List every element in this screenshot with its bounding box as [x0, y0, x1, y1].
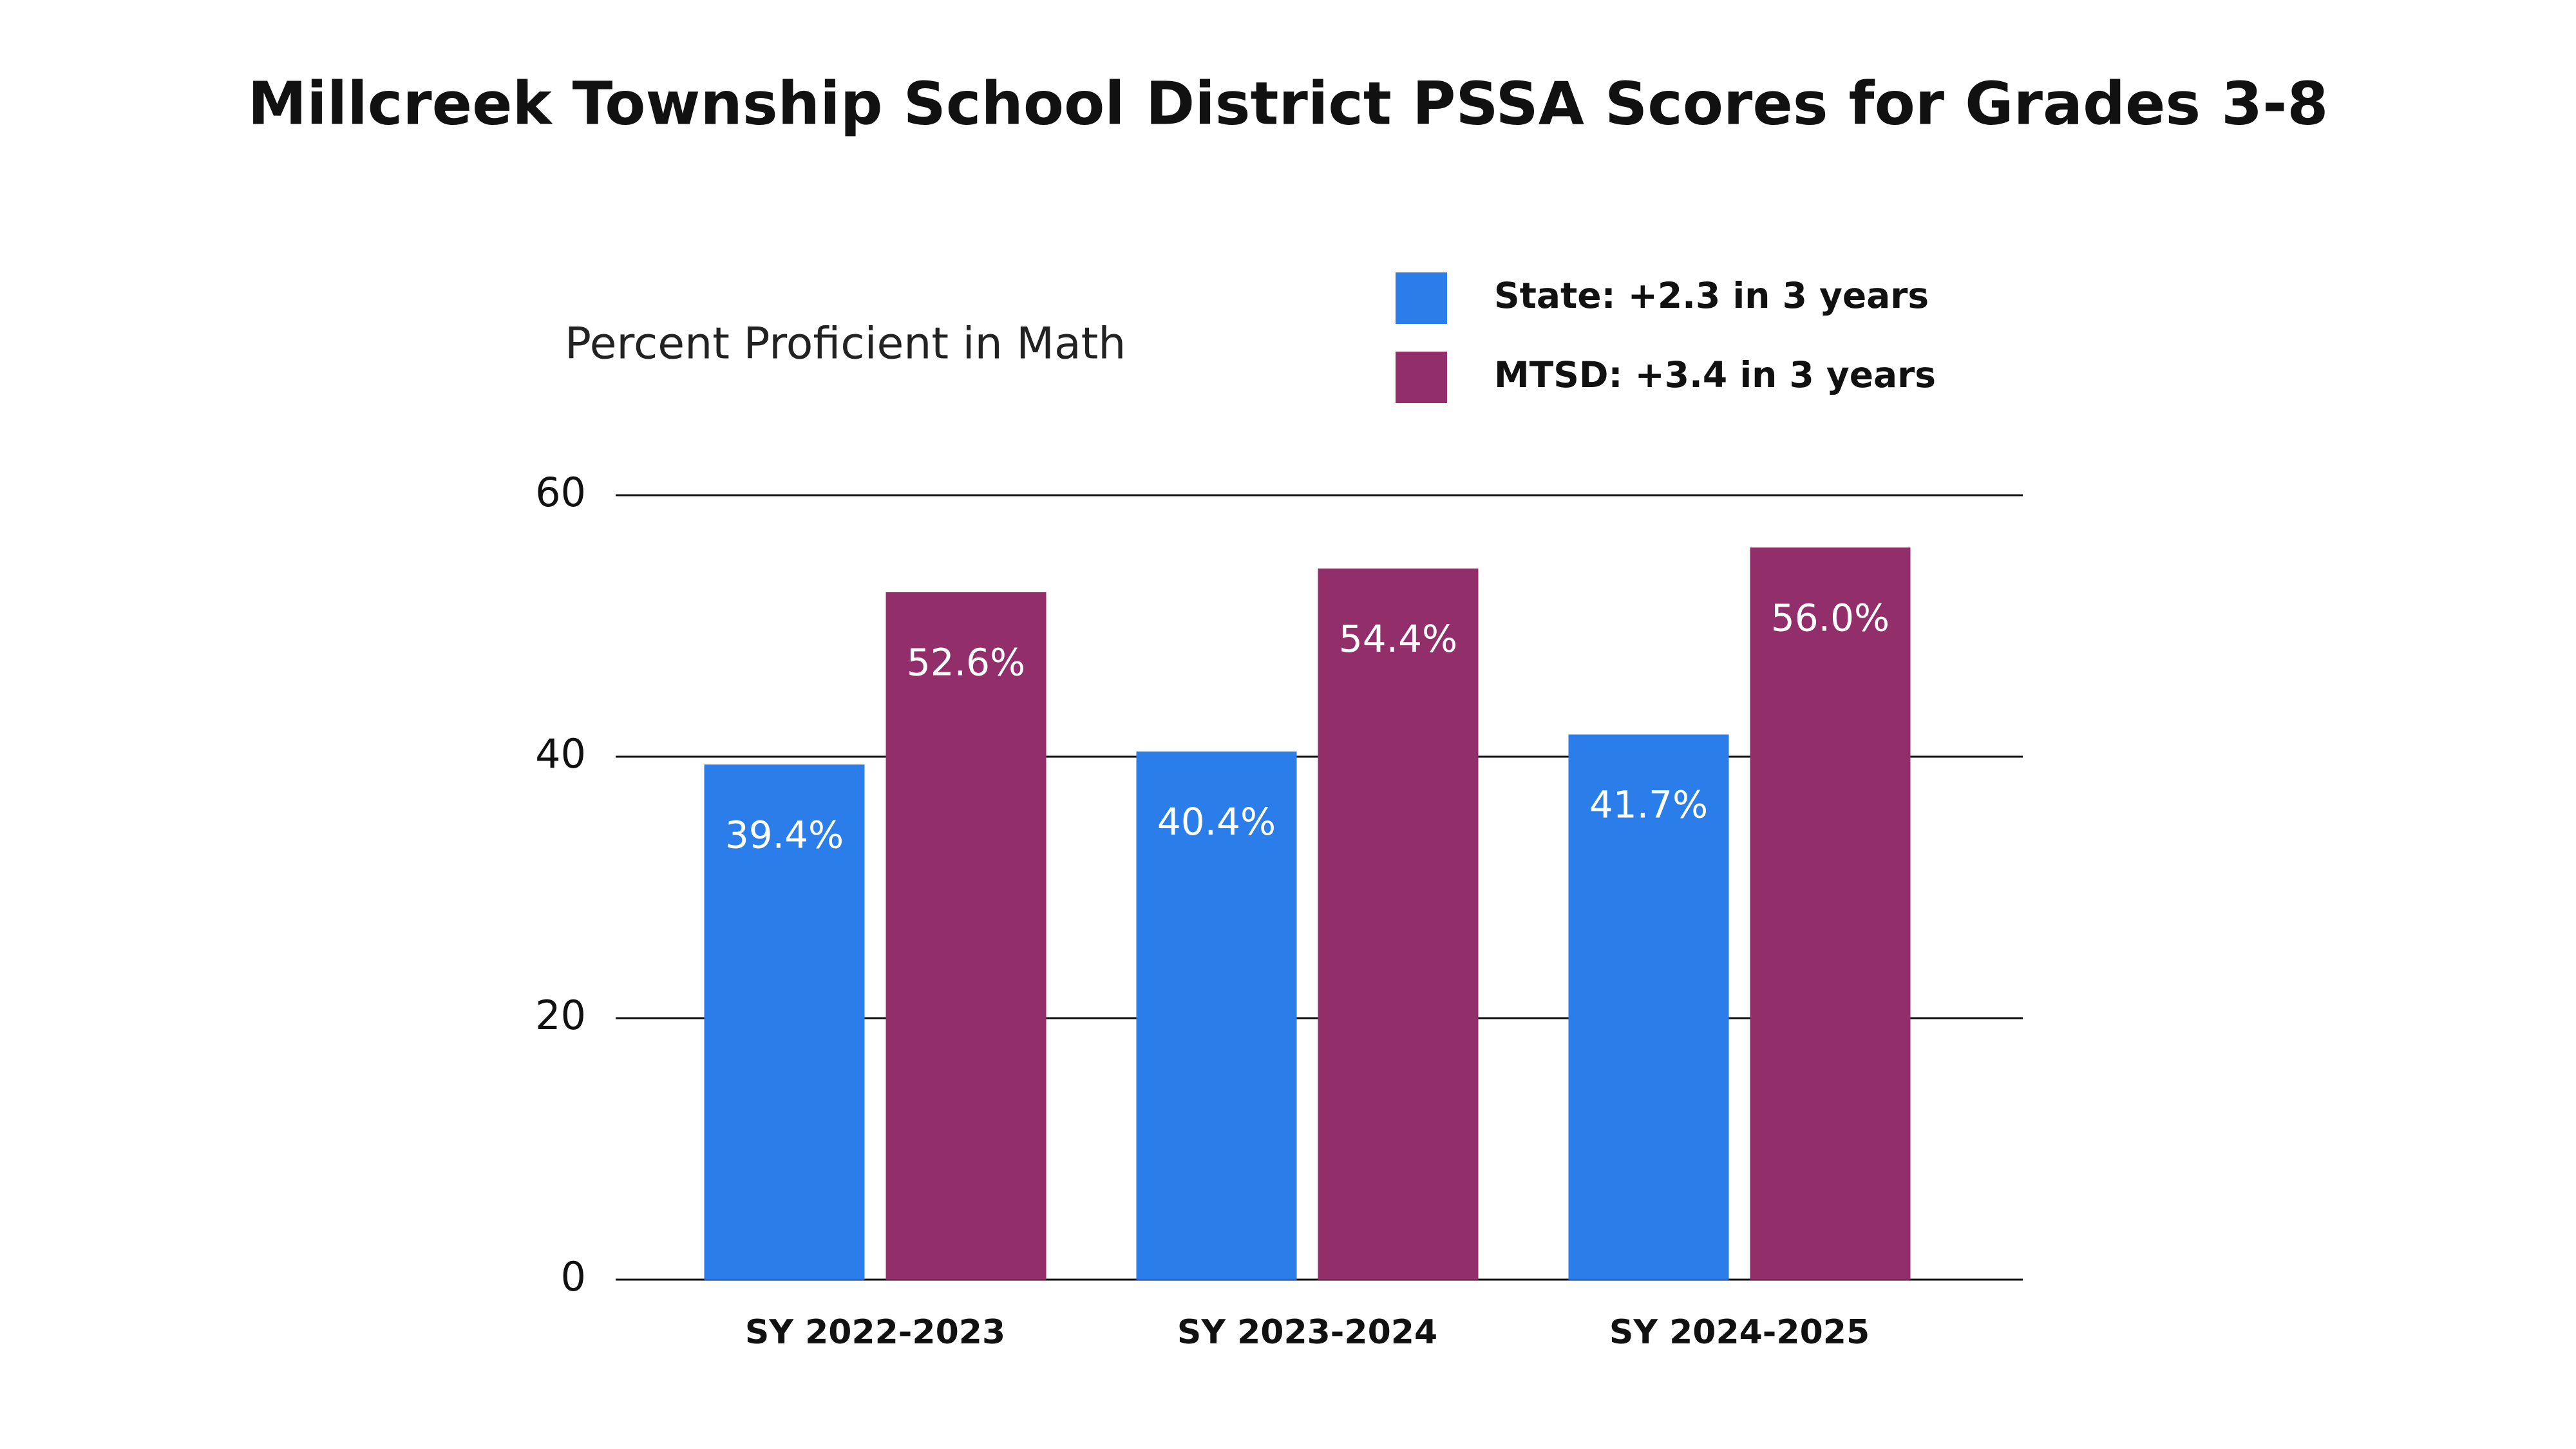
data-label: 39.4% [725, 813, 844, 857]
x-tick-label: SY 2024-2025 [1609, 1313, 1870, 1352]
legend-label: State: +2.3 in 3 years [1494, 275, 1929, 316]
legend-swatch [1396, 272, 1447, 324]
y-tick-label: 0 [561, 1253, 586, 1300]
data-label: 40.4% [1157, 800, 1276, 844]
data-label: 41.7% [1589, 783, 1708, 827]
bar [704, 764, 865, 1280]
legend-label: MTSD: +3.4 in 3 years [1494, 354, 1936, 395]
data-label: 54.4% [1339, 617, 1457, 661]
data-label: 52.6% [907, 640, 1025, 684]
x-tick-label: SY 2022-2023 [745, 1313, 1005, 1352]
y-tick-label: 60 [535, 469, 586, 516]
bar [1136, 751, 1297, 1280]
chart-title: Millcreek Township School District PSSA … [248, 69, 2329, 138]
bar [1568, 734, 1729, 1280]
y-axis-title: Percent Proficient in Math [565, 319, 1126, 370]
bar [886, 592, 1046, 1280]
bar [1750, 547, 1911, 1280]
y-tick-label: 40 [535, 730, 586, 777]
bar [1318, 568, 1479, 1280]
data-label: 56.0% [1771, 596, 1889, 639]
y-tick-label: 20 [535, 992, 586, 1039]
x-tick-label: SY 2023-2024 [1177, 1313, 1437, 1352]
legend-swatch [1396, 352, 1447, 403]
